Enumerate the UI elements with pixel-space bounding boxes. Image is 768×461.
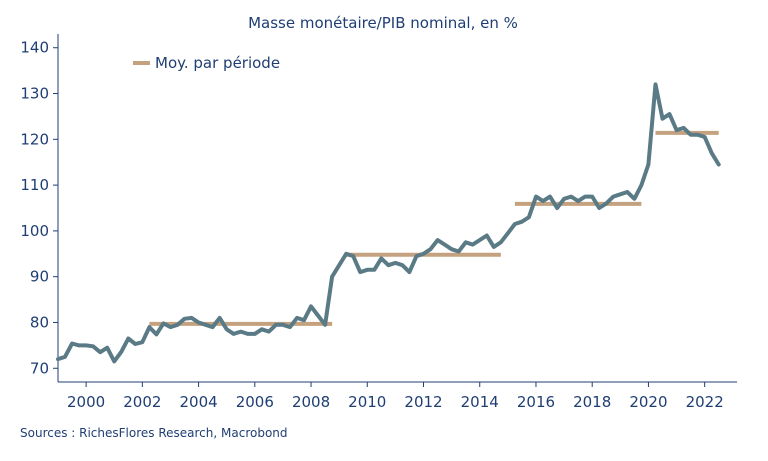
chart-title: Masse monétaire/PIB nominal, en % xyxy=(248,14,518,32)
y-tick-label: 100 xyxy=(20,222,49,240)
x-ticks: 2000 2002 2004 2006 2008 2010 2012 2014 2016 2018… xyxy=(67,382,724,411)
x-tick-label: 2004 xyxy=(179,393,217,411)
y-tick-label: 70 xyxy=(30,359,49,377)
x-tick-label: 2002 xyxy=(123,393,161,411)
y-tick-label: 140 xyxy=(20,39,49,57)
y-tick-label: 130 xyxy=(20,85,49,103)
x-tick-label: 2000 xyxy=(67,393,105,411)
x-tick-label: 2014 xyxy=(461,393,499,411)
series-line xyxy=(56,82,721,364)
x-tick-label: 2010 xyxy=(348,393,386,411)
y-tick-label: 120 xyxy=(20,130,49,148)
y-tick-label: 80 xyxy=(30,313,49,331)
y-tick-label: 110 xyxy=(20,176,49,194)
legend-label: Moy. par période xyxy=(155,54,280,72)
legend: Moy. par période xyxy=(133,54,280,72)
period-average-lines xyxy=(149,130,719,326)
x-tick-label: 2012 xyxy=(404,393,442,411)
x-tick-label: 2008 xyxy=(292,393,330,411)
x-tick-label: 2016 xyxy=(517,393,555,411)
x-tick-label: 2006 xyxy=(236,393,274,411)
y-ticks: 70 80 90 100 110 120 130 140 xyxy=(20,39,58,377)
x-tick-label: 2018 xyxy=(573,393,611,411)
x-tick-label: 2020 xyxy=(629,393,667,411)
x-tick-label: 2022 xyxy=(686,393,724,411)
source-note: Sources : RichesFlores Research, Macrobo… xyxy=(20,426,288,440)
y-tick-label: 90 xyxy=(30,268,49,286)
